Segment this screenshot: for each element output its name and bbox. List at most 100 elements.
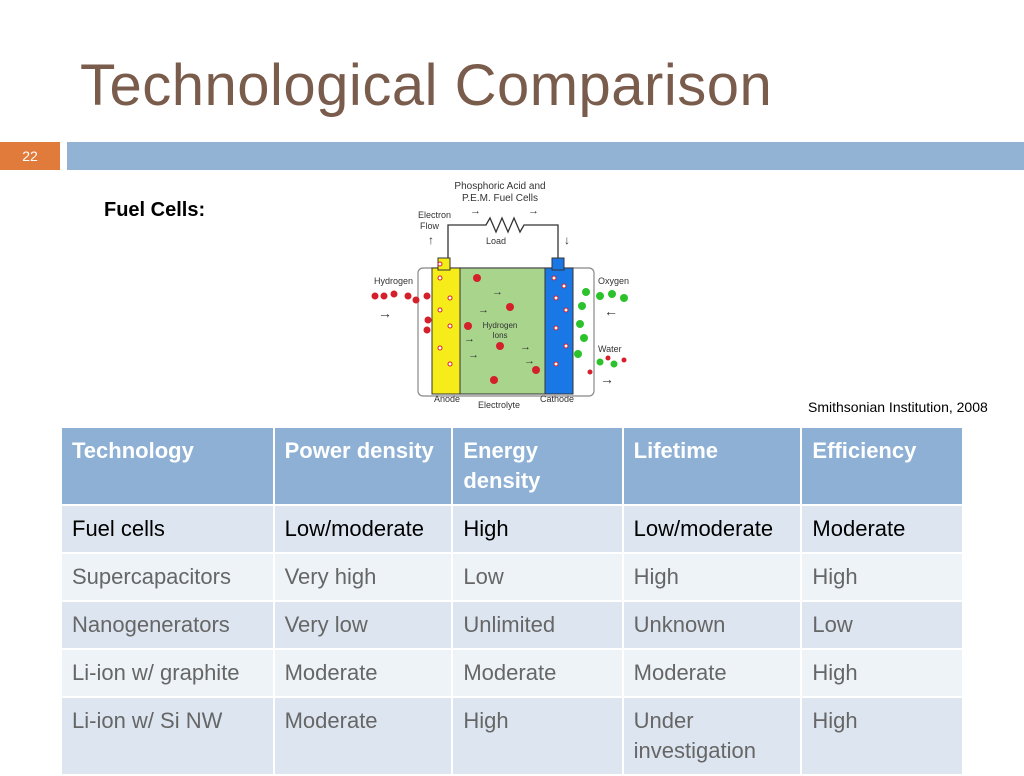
table-row: Li-ion w/ graphite Moderate Moderate Mod… [60,648,964,698]
water-molecule [610,360,618,368]
hydrogen-atom [423,292,431,300]
oxygen-molecule [576,320,584,328]
hydrogen-atom [437,345,443,351]
fuel-cell-diagram: Phosphoric Acid and P.E.M. Fuel Cells El… [371,181,629,410]
cathode-connector [551,257,565,271]
table-cell: Moderate [800,504,964,554]
arrow-right-icon: → [478,304,489,316]
oxygen-molecule [582,288,590,296]
diagram-title-line2: P.E.M. Fuel Cells [462,193,538,204]
cathode-label: Cathode [540,394,574,404]
anode-plate [431,267,461,395]
table-cell: Very low [272,600,454,650]
slide-title: Technological Comparison [80,53,773,118]
slide-number: 22 [0,142,60,170]
hydrogen-ion [496,342,504,350]
table-cell: High [800,552,964,602]
table-cell: High [451,504,624,554]
arrow-left-icon: ← [604,303,618,319]
oxygen-molecule [578,302,586,310]
table-cell: High [800,648,964,698]
table-cell: Moderate [451,648,624,698]
oxygen-label: Oxygen [598,276,629,286]
diagram-title-line1: Phosphoric Acid and [454,181,545,192]
hydrogen-molecule [380,292,388,300]
hydrogen-atom [447,295,453,301]
table-cell: Very high [272,552,454,602]
arrow-right-icon: → [520,341,531,353]
table-cell: Li-ion w/ graphite [60,648,275,698]
arrow-down-icon: ↓ [564,233,570,247]
table-cell: Fuel cells [60,504,275,554]
arrow-right-icon: → [492,286,503,298]
table-row: Li-ion w/ Si NW Moderate High Under inve… [60,696,964,776]
arrow-right-icon: → [464,333,475,345]
hydrogen-ion [490,376,498,384]
hydrogen-atom [437,307,443,313]
hydrogen-molecule [390,290,398,298]
oxygen-molecule [620,294,628,302]
water-molecule [596,358,604,366]
header-power-density: Power density [272,426,454,506]
table-row: Supercapacitors Very high Low High High [60,552,964,602]
oxygen-molecule [608,290,616,298]
hydrogen-ions-label-1: Hydrogen [483,321,518,330]
table-cell: Moderate [621,648,803,698]
table-cell: Under investigation [621,696,803,776]
table-row: Fuel cells Low/moderate High Low/moderat… [60,504,964,554]
table-row: Nanogenerators Very low Unlimited Unknow… [60,600,964,650]
oxygen-molecule [580,334,588,342]
arrow-right-icon: → [470,205,481,217]
load-label: Load [486,236,506,246]
hydrogen-molecule [412,296,420,304]
hydrogen-atom [437,261,443,267]
table-cell: Moderate [272,648,454,698]
header-bar [67,142,1024,170]
hydrogen-label: Hydrogen [374,276,413,286]
water-molecule [605,355,611,361]
water-molecule [621,357,627,363]
arrow-right-icon: → [468,349,479,361]
hydrogen-ion [506,303,514,311]
table-cell: Moderate [272,696,454,776]
table-cell: Supercapacitors [60,552,275,602]
arrow-right-icon: → [600,371,614,387]
header-lifetime: Lifetime [621,426,803,506]
arrow-up-icon: ↑ [428,233,434,247]
anode-label: Anode [434,394,460,404]
cathode-atom [563,307,569,313]
section-subheading: Fuel Cells: [104,199,206,221]
comparison-table: Technology Power density Energy density … [60,426,964,776]
hydrogen-atom [437,275,443,281]
table-cell: Low [451,552,624,602]
table-cell: Low/moderate [621,504,803,554]
arrow-right-icon: → [528,205,539,217]
table-cell: Low/moderate [272,504,454,554]
table-cell: Nanogenerators [60,600,275,650]
cathode-plate [544,267,574,395]
oxygen-molecule [596,292,604,300]
arrow-right-icon: → [524,355,535,367]
cathode-atom [563,343,569,349]
table-cell: High [621,552,803,602]
cathode-atom [553,295,559,301]
water-molecule [587,369,593,375]
hydrogen-atom [423,326,431,334]
hydrogen-atom [447,323,453,329]
electron-flow-label-2: Flow [420,221,440,231]
arrow-right-icon: → [378,305,392,321]
table-cell: Unknown [621,600,803,650]
water-label: Water [598,344,622,354]
cathode-atom [561,283,567,289]
hydrogen-ion [473,274,481,282]
hydrogen-ion [464,322,472,330]
header-energy-density: Energy density [451,426,624,506]
cathode-atom [551,275,557,281]
circuit-wire [447,216,559,262]
hydrogen-molecule [371,292,379,300]
electron-flow-label-1: Electron [418,210,451,220]
hydrogen-molecule [404,292,412,300]
table-header-row: Technology Power density Energy density … [60,426,964,506]
oxygen-molecule [574,350,582,358]
cathode-atom [553,361,559,367]
